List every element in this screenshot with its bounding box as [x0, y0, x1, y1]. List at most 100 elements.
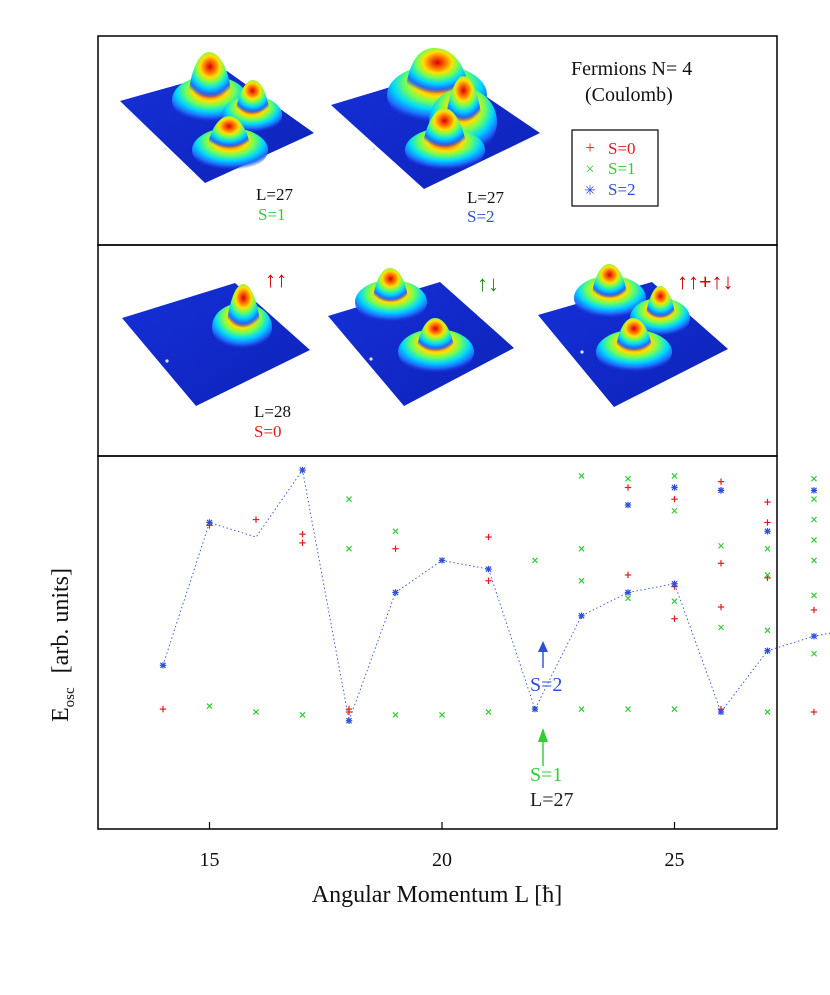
point-star-S2-8 [578, 612, 585, 619]
point-x-S1-20 [671, 598, 678, 605]
point-x-S1-16 [625, 595, 631, 602]
legend-label-S1: S=1 [608, 159, 636, 178]
svg-text:Eosc[arb. units]: Eosc [arb. units] [48, 568, 78, 722]
label-S1-first: S=1 [258, 205, 286, 224]
point-plus-S0-6 [345, 705, 353, 713]
point-plus-S0-20 [764, 498, 771, 506]
title-line1: Fermions N= 4 [571, 58, 692, 80]
point-x-S1-24 [764, 545, 771, 552]
label-L28: L=28 [254, 402, 291, 421]
point-star-S2-18 [810, 487, 818, 494]
annotation-L27-label: L=27 [530, 789, 574, 811]
x-tick-label-20: 20 [432, 849, 452, 871]
point-star-S2-2 [299, 466, 306, 474]
point-x-S1-11 [578, 706, 585, 713]
density-plot-middle [328, 268, 514, 406]
label-S2-second: S=2 [467, 207, 495, 226]
point-x-S1-29 [811, 496, 817, 503]
point-star-S2-10 [624, 589, 632, 596]
point-plus-S0-2 [252, 516, 260, 523]
legend-frame [571, 129, 659, 207]
point-plus-S0-9 [485, 533, 492, 541]
point-x-S1-19 [671, 507, 678, 514]
spin-updown-icon-1: ↑↑ [265, 267, 287, 292]
annotation-S1-label: S=1 [530, 764, 562, 786]
point-x-S1-3 [346, 496, 352, 503]
point-x-S1-22 [718, 542, 724, 549]
point-plus-S0-7 [392, 545, 399, 552]
annotation-S2: S=2 [530, 641, 562, 696]
arrow-S2-head [538, 641, 548, 652]
point-star-S2-4 [392, 589, 399, 596]
density-plot-L28-S0 [122, 283, 310, 406]
point-x-S1-27 [764, 709, 771, 715]
density-plot-L27-S2 [331, 48, 540, 189]
spin-updown-icon-2: ↑↓ [477, 271, 499, 296]
point-x-S1-30 [811, 516, 817, 523]
annotation-S1: S=1 L=27 [530, 728, 574, 811]
point-star-S2-14 [717, 487, 725, 494]
y-axis-title-main: E [48, 707, 74, 722]
point-plus-S0-24 [810, 708, 818, 716]
point-star-S2-5 [438, 557, 446, 564]
point-x-S1-28 [811, 475, 817, 482]
point-plus-S0-3 [299, 530, 306, 538]
point-x-S1-34 [811, 650, 817, 657]
point-x-S1-31 [811, 536, 817, 543]
chart-plot-area: 15202530 [159, 466, 830, 871]
point-x-S1-33 [811, 592, 817, 599]
x-axis-title: Angular Momentum L [ħ] [312, 882, 562, 908]
point-plus-S0-17 [717, 560, 725, 567]
y-axis-title: Eosc [arb. units] [48, 568, 78, 722]
legend-label-S0: S=0 [608, 139, 636, 158]
point-plus-S0-4 [299, 539, 306, 547]
point-star-S2-1 [206, 519, 213, 526]
point-star-S2-3 [345, 717, 353, 724]
point-x-S1-32 [811, 557, 817, 564]
point-plus-S0-13 [671, 615, 678, 622]
point-x-S1-6 [392, 711, 399, 718]
point-plus-S0-14 [671, 495, 678, 503]
x-tick-label-15: 15 [200, 849, 220, 871]
point-x-S1-14 [578, 472, 585, 479]
point-x-S1-5 [392, 528, 399, 535]
point-x-S1-25 [764, 571, 771, 578]
point-plus-S0-21 [764, 519, 771, 526]
label-L27-first: L=27 [256, 185, 293, 204]
point-star-S2-12 [671, 484, 678, 491]
point-x-S1-13 [578, 577, 585, 584]
point-star-S2-0 [159, 662, 167, 669]
point-x-S1-15 [625, 475, 631, 482]
legend-marker-S0: + [585, 138, 595, 157]
panel-chart [97, 455, 778, 830]
point-star-S2-16 [764, 647, 771, 654]
point-x-S1-0 [206, 703, 213, 710]
legend-label-S2: S=2 [608, 180, 636, 199]
point-plus-S0-0 [159, 705, 167, 713]
point-star-S2-15 [764, 528, 771, 535]
point-plus-S0-18 [717, 603, 725, 611]
point-plus-S0-23 [810, 606, 818, 614]
arrow-S1-head [538, 728, 548, 742]
point-star-S2-11 [671, 580, 678, 587]
y-axis-title-sub: osc [62, 687, 78, 707]
legend-marker-S2: ✳ [584, 184, 596, 199]
legend-marker-S1: × [585, 161, 594, 178]
x-tick-label-25: 25 [665, 849, 685, 871]
point-x-S1-4 [346, 545, 352, 552]
density-plot-right [538, 264, 728, 407]
density-plot-L27-S1 [120, 52, 314, 183]
spin-combo-icon: ↑↑+↑↓ [677, 269, 734, 294]
point-x-S1-2 [299, 711, 306, 718]
legend: + S=0 × S=1 ✳ S=2 [571, 129, 659, 207]
point-x-S1-26 [764, 627, 771, 634]
point-plus-S0-11 [624, 484, 632, 491]
point-x-S1-18 [671, 472, 678, 479]
series-line-yrast [162, 468, 830, 723]
label-S0: S=0 [254, 422, 282, 441]
point-plus-S0-15 [717, 478, 725, 485]
point-x-S1-12 [578, 545, 585, 552]
point-x-S1-1 [253, 709, 259, 715]
label-L27-second: L=27 [467, 188, 504, 207]
